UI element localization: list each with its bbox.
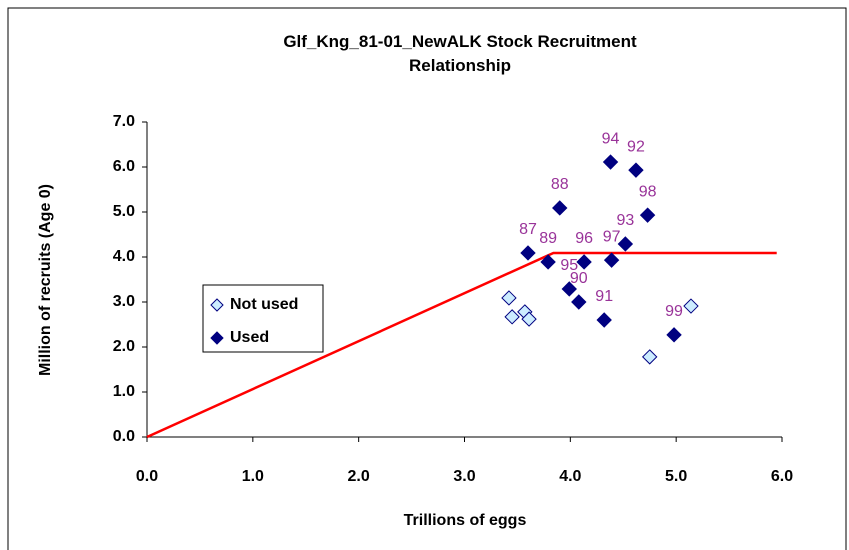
x-tick-label: 2.0	[348, 468, 370, 485]
point-label: 90	[570, 270, 588, 287]
legend-marker	[210, 331, 224, 345]
point-label: 98	[639, 183, 657, 200]
point-label: 91	[595, 288, 613, 305]
x-tick-label: 0.0	[136, 468, 158, 485]
point	[576, 254, 592, 270]
point-label: 96	[575, 230, 593, 247]
point-label: 92	[627, 138, 645, 155]
x-tick-label: 6.0	[771, 468, 793, 485]
point	[639, 207, 656, 223]
y-tick-label: 4.0	[113, 248, 135, 265]
y-tick-label: 6.0	[113, 158, 135, 175]
x-axis-label: Trillions of eggs	[404, 512, 527, 529]
point-label: 95	[560, 257, 578, 274]
legend-marker	[210, 298, 224, 312]
x-tick-label: 4.0	[559, 468, 581, 485]
point	[504, 309, 520, 325]
point	[617, 236, 634, 252]
point	[603, 252, 620, 268]
y-tick-label: 7.0	[113, 113, 135, 130]
legend-label: Used	[230, 329, 269, 346]
point	[571, 294, 587, 310]
y-tick-label: 0.0	[113, 428, 135, 445]
point-label: 88	[551, 176, 569, 193]
point	[540, 254, 556, 270]
point	[561, 281, 577, 297]
y-tick-label: 5.0	[113, 203, 135, 220]
point	[501, 290, 517, 306]
legend-box	[202, 284, 324, 353]
point	[642, 349, 658, 365]
point-label: 97	[603, 228, 621, 245]
x-tick-label: 5.0	[665, 468, 687, 485]
chart-frame	[7, 7, 847, 550]
x-tick-label: 3.0	[453, 468, 475, 485]
y-tick-label: 1.0	[113, 383, 135, 400]
point-label: 94	[602, 130, 620, 147]
point	[602, 154, 619, 170]
fit-line	[146, 251, 777, 439]
point	[520, 245, 536, 261]
point-label: 93	[616, 212, 634, 229]
chart-title: Glf_Kng_81-01_NewALK Stock Recruitment R…	[283, 32, 637, 75]
point-label: 89	[539, 230, 557, 247]
legend-label: Not used	[230, 296, 298, 313]
point-label: 99	[665, 303, 683, 320]
point	[521, 311, 537, 327]
y-tick-label: 3.0	[113, 293, 135, 310]
point	[683, 298, 699, 314]
y-tick-label: 2.0	[113, 338, 135, 355]
point	[552, 200, 568, 216]
y-axis-label: Million of recruits (Age 0)	[37, 184, 54, 376]
point	[666, 327, 682, 343]
x-tick-label: 1.0	[242, 468, 264, 485]
point-label: 87	[519, 221, 537, 238]
point	[596, 312, 612, 328]
point	[628, 162, 644, 178]
